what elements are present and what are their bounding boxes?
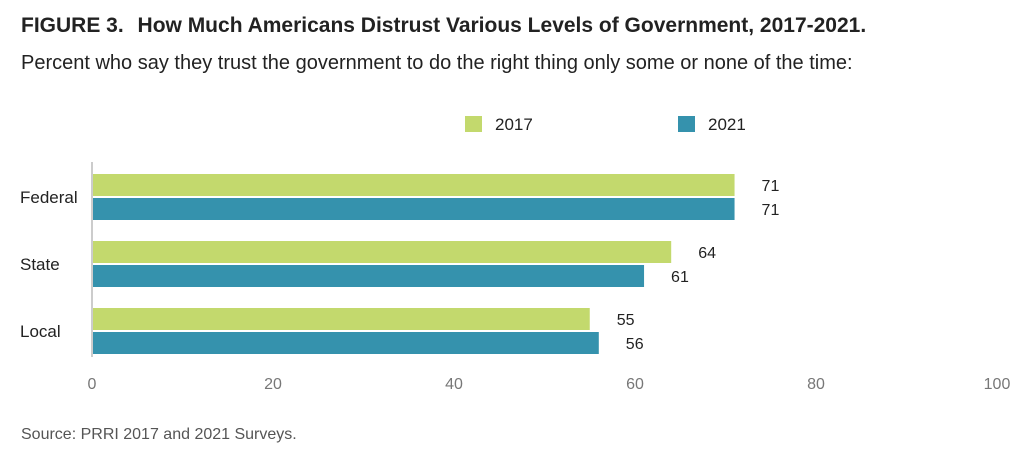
data-label-state-2021: 61 (671, 269, 689, 286)
data-label-local-2021: 56 (626, 336, 644, 353)
x-tick-label-0: 0 (88, 376, 97, 393)
bar-state-2021 (92, 265, 645, 287)
source-note: Source: PRRI 2017 and 2021 Surveys. (21, 426, 297, 443)
x-axis: 0 20 40 60 80 100 (88, 162, 1011, 393)
bars-group: Federal 71 71 State 64 61 Local 55 56 (20, 174, 779, 354)
legend-label-2021: 2021 (708, 115, 746, 134)
data-label-state-2017: 64 (698, 245, 716, 262)
x-tick-label-20: 20 (264, 376, 282, 393)
bar-state-2017 (92, 241, 672, 263)
category-label-state: State (20, 255, 60, 274)
category-label-federal: Federal (20, 188, 78, 207)
category-label-local: Local (20, 322, 61, 341)
x-tick-label-60: 60 (626, 376, 644, 393)
figure-title: FIGURE 3. How Much Americans Distrust Va… (21, 14, 866, 38)
bar-federal-2021 (92, 198, 735, 220)
legend-swatch-2017 (465, 116, 482, 132)
legend-swatch-2021 (678, 116, 695, 132)
data-label-federal-2017: 71 (762, 178, 780, 195)
x-tick-label-40: 40 (445, 376, 463, 393)
legend-label-2017: 2017 (495, 115, 533, 134)
x-tick-label-80: 80 (807, 376, 825, 393)
bar-local-2021 (92, 332, 599, 354)
figure-label: FIGURE 3. (21, 14, 124, 37)
bar-local-2017 (92, 308, 590, 330)
x-tick-label-100: 100 (984, 376, 1011, 393)
data-label-federal-2021: 71 (762, 202, 780, 219)
figure-subtitle: Percent who say they trust the governmen… (21, 52, 853, 74)
bar-federal-2017 (92, 174, 735, 196)
data-label-local-2017: 55 (617, 312, 635, 329)
figure-title-text: How Much Americans Distrust Various Leve… (137, 14, 867, 37)
legend: 2017 2021 (465, 115, 746, 134)
